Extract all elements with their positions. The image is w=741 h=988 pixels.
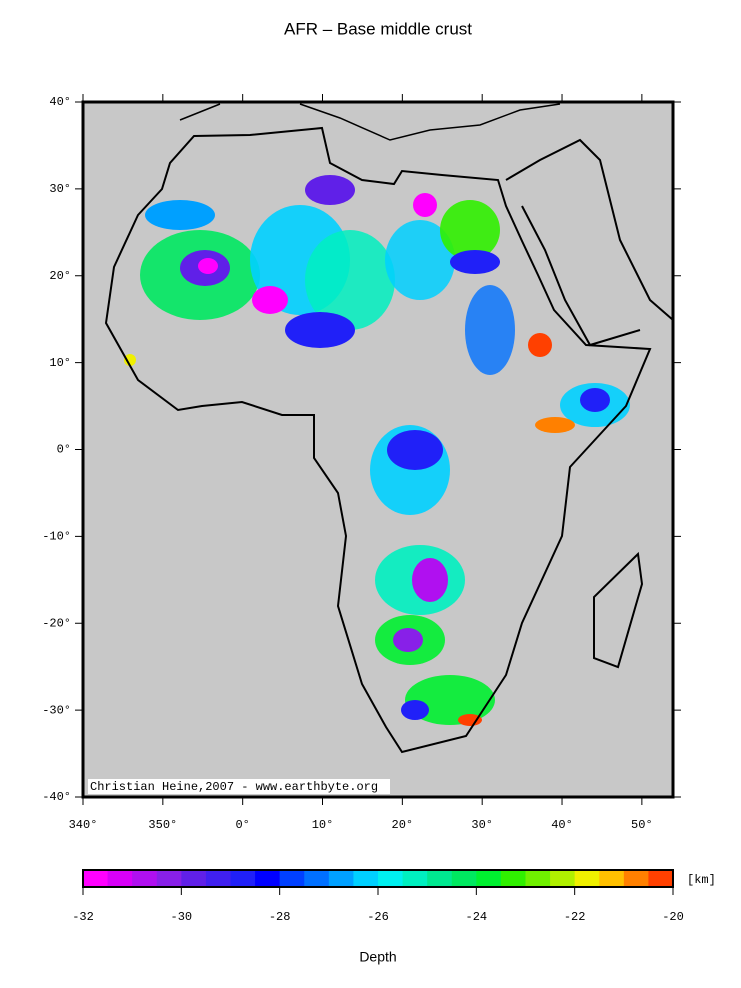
lat-tick-label: 40° [49, 95, 71, 109]
arabia-coastline [505, 138, 674, 347]
colorbar-tick-label: -32 [72, 910, 94, 924]
colorbar-swatch [378, 870, 404, 887]
colorbar-swatch [427, 870, 453, 887]
lon-tick-label: 50° [631, 818, 653, 832]
lon-tick-label: 0° [235, 818, 249, 832]
lat-tick-label: -40° [42, 790, 71, 804]
credit-box [88, 779, 390, 794]
colorbar-swatch [132, 870, 158, 887]
colorbar-swatch [402, 870, 428, 887]
lat-tick-label: 20° [49, 269, 71, 283]
lat-tick-label: 30° [49, 182, 71, 196]
colorbar-swatch [107, 870, 133, 887]
madagascar-coastline [593, 551, 644, 669]
colorbar-tick-label: -22 [564, 910, 586, 924]
lat-tick-label: 10° [49, 356, 71, 370]
colorbar-tick-label: -30 [171, 910, 193, 924]
title: AFR – Base middle crust [284, 19, 472, 38]
lon-tick-label: 30° [471, 818, 493, 832]
colorbar-swatch [500, 870, 526, 887]
colorbar-tick-label: -26 [367, 910, 389, 924]
colorbar-swatch [525, 870, 551, 887]
colorbar-swatch [476, 870, 502, 887]
coastline [104, 126, 652, 754]
colorbar-swatch [451, 870, 477, 887]
colorbar-swatch [599, 870, 625, 887]
lat-tick-label: -20° [42, 616, 71, 630]
colorbar-swatch [574, 870, 600, 887]
colorbar-swatch [623, 870, 649, 887]
europe-coastline [179, 103, 561, 141]
colorbar-swatch [83, 870, 109, 887]
colorbar-swatch [156, 870, 182, 887]
depth-field [124, 175, 630, 726]
lon-tick-label: 10° [312, 818, 334, 832]
lat-tick-label: -30° [42, 703, 71, 717]
lon-tick-label: 40° [551, 818, 573, 832]
colorbar-tick-label: -28 [269, 910, 291, 924]
colorbar-swatch [648, 870, 674, 887]
colorbar-swatch [230, 870, 256, 887]
lon-tick-label: 350° [148, 818, 177, 832]
colorbar-swatch [328, 870, 354, 887]
colorbar-swatch [205, 870, 231, 887]
colorbar-swatch [550, 870, 576, 887]
colorbar-tick-label: -24 [466, 910, 488, 924]
colorbar-label: Depth [359, 949, 396, 965]
colorbar-swatch [353, 870, 379, 887]
colorbar-unit: [km] [687, 873, 716, 887]
lon-tick-label: 20° [392, 818, 414, 832]
colorbar-swatch [181, 870, 207, 887]
colorbar-swatch [304, 870, 330, 887]
lat-tick-label: -10° [42, 530, 71, 544]
colorbar-swatch [279, 870, 305, 887]
lon-tick-label: 340° [69, 818, 98, 832]
credit: Christian Heine,2007 - www.earthbyte.org [90, 780, 378, 794]
colorbar-tick-label: -20 [662, 910, 684, 924]
colorbar-swatch [255, 870, 281, 887]
lat-tick-label: 0° [57, 443, 71, 457]
